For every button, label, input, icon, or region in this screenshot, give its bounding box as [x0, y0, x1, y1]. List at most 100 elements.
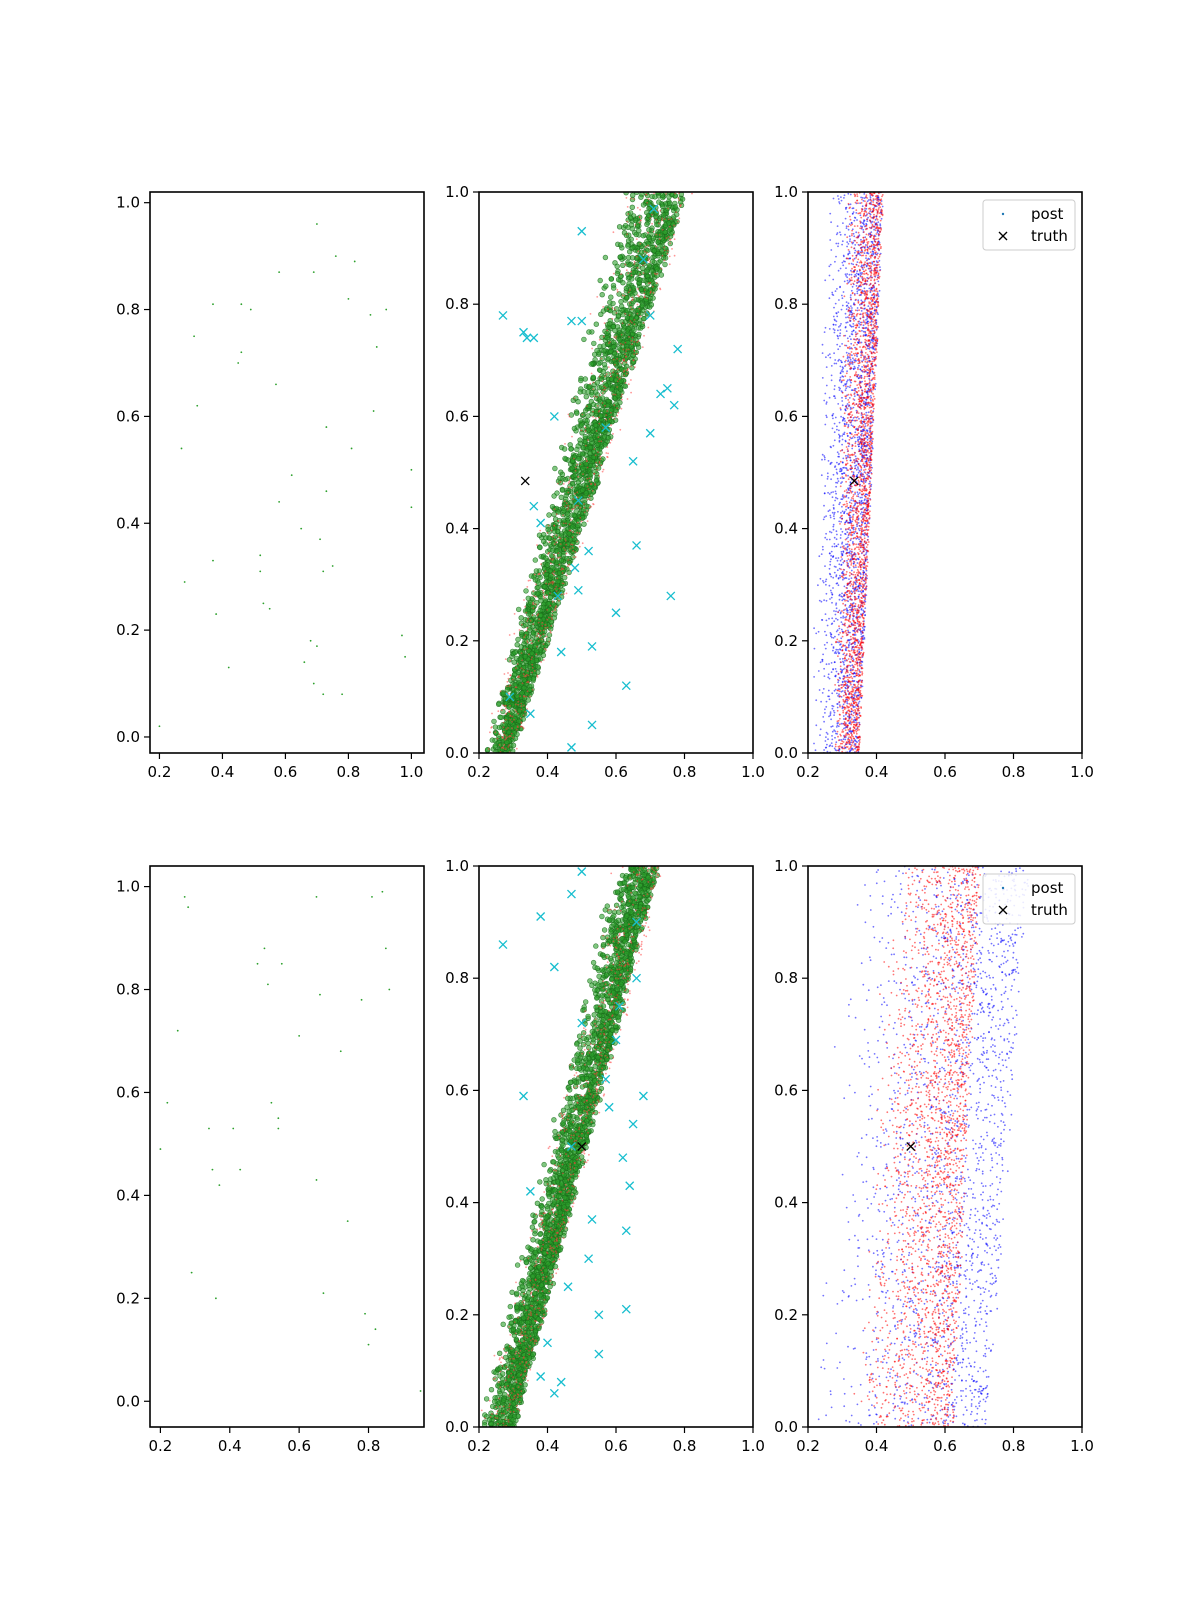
legend-marker-truth	[998, 905, 1008, 915]
cross-marker	[628, 1119, 638, 1129]
cross-marker	[519, 1091, 528, 1101]
cross-marker	[625, 1181, 635, 1191]
x-tick-label: 0.6	[604, 1437, 628, 1455]
legend-marker-post	[1001, 886, 1005, 890]
data-point	[298, 1034, 301, 1037]
legend-marker-post	[1001, 212, 1005, 216]
data-point	[360, 998, 363, 1001]
y-tick-label: 0.8	[774, 969, 798, 987]
cross-marker	[543, 1338, 552, 1348]
y-tick-label: 0.4	[116, 514, 140, 532]
cross-marker	[577, 316, 587, 326]
data-point	[256, 962, 259, 965]
y-tick-label: 1.0	[116, 878, 140, 896]
x-tick-label: 0.2	[796, 763, 820, 781]
truth-marker	[577, 1142, 587, 1151]
axes-frame	[807, 865, 1083, 1428]
y-tick-label: 0.8	[445, 969, 469, 987]
y-tick-label: 0.0	[774, 1418, 798, 1436]
truth-marker	[849, 476, 859, 486]
x-tick-label: 0.6	[273, 763, 297, 781]
data-point	[193, 335, 195, 338]
cross-marker	[525, 1186, 535, 1196]
y-tick-label: 0.2	[445, 1306, 469, 1324]
data-point	[183, 895, 186, 898]
truth-marker	[906, 1142, 916, 1151]
data-point	[262, 602, 265, 605]
data-point	[290, 474, 293, 477]
cross-marker	[567, 316, 576, 326]
x-tick-label: 0.4	[865, 1437, 889, 1455]
x-tick-label: 0.4	[865, 763, 889, 781]
cross-marker	[498, 310, 508, 320]
legend-marker-truth	[998, 231, 1008, 241]
plot-area	[480, 866, 662, 1427]
cross-marker	[649, 204, 659, 214]
y-tick-label: 1.0	[445, 183, 469, 201]
data-point	[212, 303, 214, 306]
cross-marker	[573, 585, 583, 595]
cross-marker	[573, 496, 583, 506]
legend-label: post	[1031, 205, 1064, 223]
cross-marker	[587, 641, 597, 651]
y-tick-label: 0.8	[116, 301, 140, 319]
data-point	[410, 506, 413, 509]
cross-marker	[621, 1226, 631, 1236]
cross-marker	[601, 1074, 611, 1084]
cross-marker	[505, 692, 515, 702]
y-tick-label: 0.2	[774, 1306, 798, 1324]
data-point	[259, 554, 262, 557]
x-tick-label: 0.8	[357, 1437, 381, 1455]
cross-marker	[498, 940, 508, 949]
legend-label: truth	[1031, 227, 1068, 245]
x-tick-label: 0.6	[287, 1437, 311, 1455]
data-point	[312, 682, 315, 685]
data-point	[300, 527, 303, 530]
data-point	[322, 570, 325, 573]
data-point	[211, 1168, 214, 1171]
cross-marker	[556, 647, 566, 657]
x-tick-label: 0.6	[604, 763, 628, 781]
cross-marker	[673, 344, 683, 354]
series-2	[520, 476, 530, 486]
cross-marker	[577, 1018, 587, 1028]
data-point	[227, 666, 230, 669]
x-tick-label: 1.0	[399, 763, 423, 781]
panel-2-3: 0.2 0.4 0.6 0.8 1.00.00.20.40.60.81.0posttru…	[774, 857, 1094, 1455]
cross-marker	[536, 1372, 546, 1381]
y-tick-label: 0.6	[774, 1081, 798, 1099]
data-point	[315, 895, 318, 898]
y-tick-label: 0.2	[774, 632, 798, 650]
plot-area	[813, 192, 884, 753]
cross-marker	[563, 1282, 573, 1292]
data-point	[249, 308, 252, 311]
cross-marker	[549, 962, 559, 972]
data-point	[270, 1101, 273, 1104]
cross-marker	[553, 591, 563, 601]
data-point	[259, 570, 262, 573]
x-tick-label: 1.0	[741, 1437, 765, 1455]
cross-marker	[632, 540, 642, 550]
data-point	[212, 559, 214, 562]
cross-marker	[611, 608, 621, 618]
x-tick-label: 0.2	[796, 1437, 820, 1455]
axes-frame	[807, 191, 1083, 754]
y-tick-label: 0.4	[774, 520, 798, 538]
data-point	[240, 303, 243, 306]
y-tick-label: 0.8	[116, 981, 140, 999]
cross-marker	[638, 254, 648, 264]
cross-marker	[601, 423, 611, 433]
point-cloud-2	[487, 192, 693, 753]
data-point	[316, 645, 318, 648]
cross-marker	[529, 501, 539, 511]
cross-marker	[549, 411, 559, 421]
data-point	[180, 447, 183, 450]
data-point	[381, 890, 384, 893]
x-tick-label: 0.6	[933, 1437, 957, 1455]
x-tick-label: 0.2	[148, 1437, 172, 1455]
data-point	[341, 693, 344, 696]
data-point	[263, 947, 266, 950]
cross-marker	[584, 546, 594, 556]
y-tick-label: 0.2	[445, 632, 469, 650]
